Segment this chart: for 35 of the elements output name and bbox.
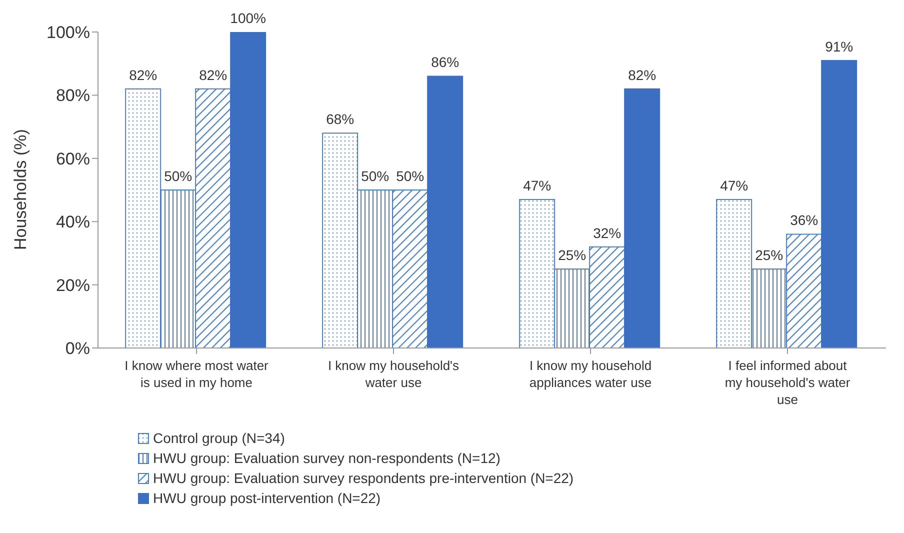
text: 68% bbox=[326, 111, 354, 128]
text: 25% bbox=[755, 247, 784, 263]
legend-label: HWU group: Evaluation survey respondents pre-intervention (N=22) bbox=[153, 469, 574, 488]
y-tick-label: 0% bbox=[65, 339, 90, 358]
text: 36% bbox=[790, 212, 818, 228]
text: 86% bbox=[431, 54, 460, 70]
text: 50% bbox=[164, 168, 192, 184]
text: 82% bbox=[129, 66, 158, 83]
legend-label: Control group (N=34) bbox=[153, 429, 285, 448]
x-tick-label: I know my household's water use bbox=[328, 358, 460, 390]
y-tick-label: 20% bbox=[56, 276, 90, 295]
text: 91% bbox=[825, 38, 854, 54]
legend-label: HWU group post-intervention (N=22) bbox=[153, 489, 381, 508]
text: 50% bbox=[396, 168, 424, 184]
y-tick-label: 40% bbox=[56, 212, 90, 232]
legend-label: HWU group: Evaluation survey non-respondents (N=12) bbox=[153, 449, 500, 468]
text: 47% bbox=[720, 177, 748, 194]
text: 82% bbox=[628, 66, 656, 83]
bar bbox=[821, 60, 858, 348]
text: 25% bbox=[558, 247, 586, 263]
x-tick-label: I know my household appliances water use bbox=[529, 358, 652, 390]
bar bbox=[230, 32, 266, 348]
bar bbox=[624, 88, 660, 348]
y-tick-label: 80% bbox=[56, 86, 90, 106]
text: 82% bbox=[199, 66, 228, 83]
bar bbox=[427, 76, 464, 348]
x-tick-label: I know where most water is used in my home bbox=[124, 358, 270, 390]
text: 32% bbox=[593, 224, 622, 241]
y-tick-label: 60% bbox=[56, 149, 90, 168]
text: 100% bbox=[230, 10, 266, 26]
text: 47% bbox=[523, 177, 552, 194]
y-tick-label: 100% bbox=[46, 23, 90, 42]
y-axis-title: Households (%) bbox=[11, 129, 30, 250]
text: 50% bbox=[361, 168, 390, 184]
x-tick-label: I feel informed about my household's water use bbox=[724, 358, 851, 407]
